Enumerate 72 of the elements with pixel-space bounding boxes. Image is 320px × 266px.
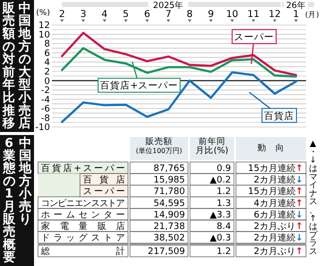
category-label: 百貨店 bbox=[83, 174, 125, 186]
x-tick-label: 3 bbox=[80, 9, 86, 20]
data-label: 15カ月連続↑ bbox=[248, 163, 303, 174]
y-tick-label: 12 bbox=[38, 21, 50, 32]
data-label: 2カ月連続↓ bbox=[254, 232, 303, 244]
text: 百貨店 bbox=[264, 110, 294, 122]
data-label: 4カ月連続↑ bbox=[254, 198, 303, 209]
category-label: スーパー bbox=[83, 187, 125, 198]
y-tick-label: 2 bbox=[44, 68, 50, 78]
data-label: 71,780 bbox=[154, 187, 186, 198]
x-tick-label: 5 bbox=[122, 9, 129, 20]
category-label: ドラッグストア bbox=[41, 232, 125, 244]
data-label: 87,765 bbox=[154, 164, 185, 174]
line-series bbox=[60, 47, 298, 78]
x-tick-label: 6 bbox=[144, 9, 150, 20]
data-label: ▲0.2 bbox=[210, 176, 231, 186]
data-label: 1.2 bbox=[216, 187, 231, 198]
text: 前年同月比(%) bbox=[196, 136, 228, 156]
data-label: 1.3 bbox=[216, 198, 231, 209]
data-label: 15カ月連続↑ bbox=[248, 186, 303, 198]
category-label: 百貨店+スーパー bbox=[41, 163, 125, 174]
data-label: 1.2 bbox=[216, 247, 231, 258]
data-label: 6カ月連続↓ bbox=[254, 209, 303, 220]
text: 中国地方小売り bbox=[18, 134, 32, 226]
y-tick-label: -8 bbox=[41, 114, 50, 124]
text: 26年 bbox=[286, 0, 306, 11]
data-label: 0.9 bbox=[216, 164, 232, 174]
data-label: ▲0.3 bbox=[210, 234, 231, 244]
data-label: 2カ月ぶり↑ bbox=[254, 222, 303, 232]
line-series bbox=[60, 32, 298, 76]
y-tick-label: 6 bbox=[44, 48, 50, 59]
y-tick-label: -2 bbox=[41, 86, 50, 96]
x-tick-label: 8 bbox=[186, 9, 193, 20]
data-label: 14,909 bbox=[154, 210, 186, 220]
category-label: ホームセンター bbox=[41, 210, 125, 220]
series-label: スーパー bbox=[234, 32, 274, 44]
data-label: 15,985 bbox=[154, 176, 185, 186]
data-label: 54,595 bbox=[154, 198, 185, 209]
text: 6業態の1月販売概要 bbox=[3, 134, 15, 264]
text: 動 向 bbox=[258, 142, 284, 154]
x-tick-label: 7 bbox=[165, 9, 172, 20]
y-tick-label: 4 bbox=[44, 58, 50, 68]
data-label: 2カ月連続↓ bbox=[254, 174, 303, 186]
y-tick-label: 10 bbox=[38, 30, 50, 40]
y-tick-label: 0 bbox=[44, 76, 50, 87]
x-tick-label: 11 bbox=[247, 9, 260, 20]
data-label: 8.4 bbox=[216, 222, 232, 232]
chart-title: 中国地方の大型小売店 bbox=[18, 0, 32, 130]
data-label: 38,502 bbox=[154, 234, 185, 244]
y-tick-label: -6 bbox=[41, 104, 50, 115]
text: 2025年 bbox=[153, 0, 184, 11]
category-label: コンビニエンスストア bbox=[41, 198, 125, 209]
x-tick-label: 12 bbox=[268, 9, 281, 20]
y-axis-title: (%) bbox=[36, 8, 50, 17]
x-tick-label: 9 bbox=[208, 9, 214, 20]
y-tick-label: -4 bbox=[41, 95, 50, 106]
x-tick-label: 1 bbox=[292, 9, 300, 20]
text: 販売額の対前年比推移 bbox=[2, 0, 16, 130]
data-label: 217,509 bbox=[148, 247, 186, 258]
text: ▲・↓はマイナス、↑はプラス bbox=[309, 138, 317, 256]
data-label: 21,738 bbox=[154, 222, 186, 232]
line-series bbox=[60, 71, 298, 123]
x-tick-label: 2 bbox=[58, 9, 66, 20]
data-label: 2カ月ぶり↑ bbox=[254, 247, 303, 258]
category-label: 家電量販店 bbox=[41, 221, 125, 232]
series-label: 百貨店+スーパー bbox=[100, 80, 178, 92]
x-tick-label: 10 bbox=[226, 9, 238, 20]
y-tick-label: -10 bbox=[35, 123, 50, 134]
data-label: ▲3.3 bbox=[210, 210, 231, 220]
category-label: 総計 bbox=[40, 246, 125, 258]
y-tick-label: 8 bbox=[44, 40, 50, 50]
x-tick-label: 4 bbox=[102, 9, 108, 20]
